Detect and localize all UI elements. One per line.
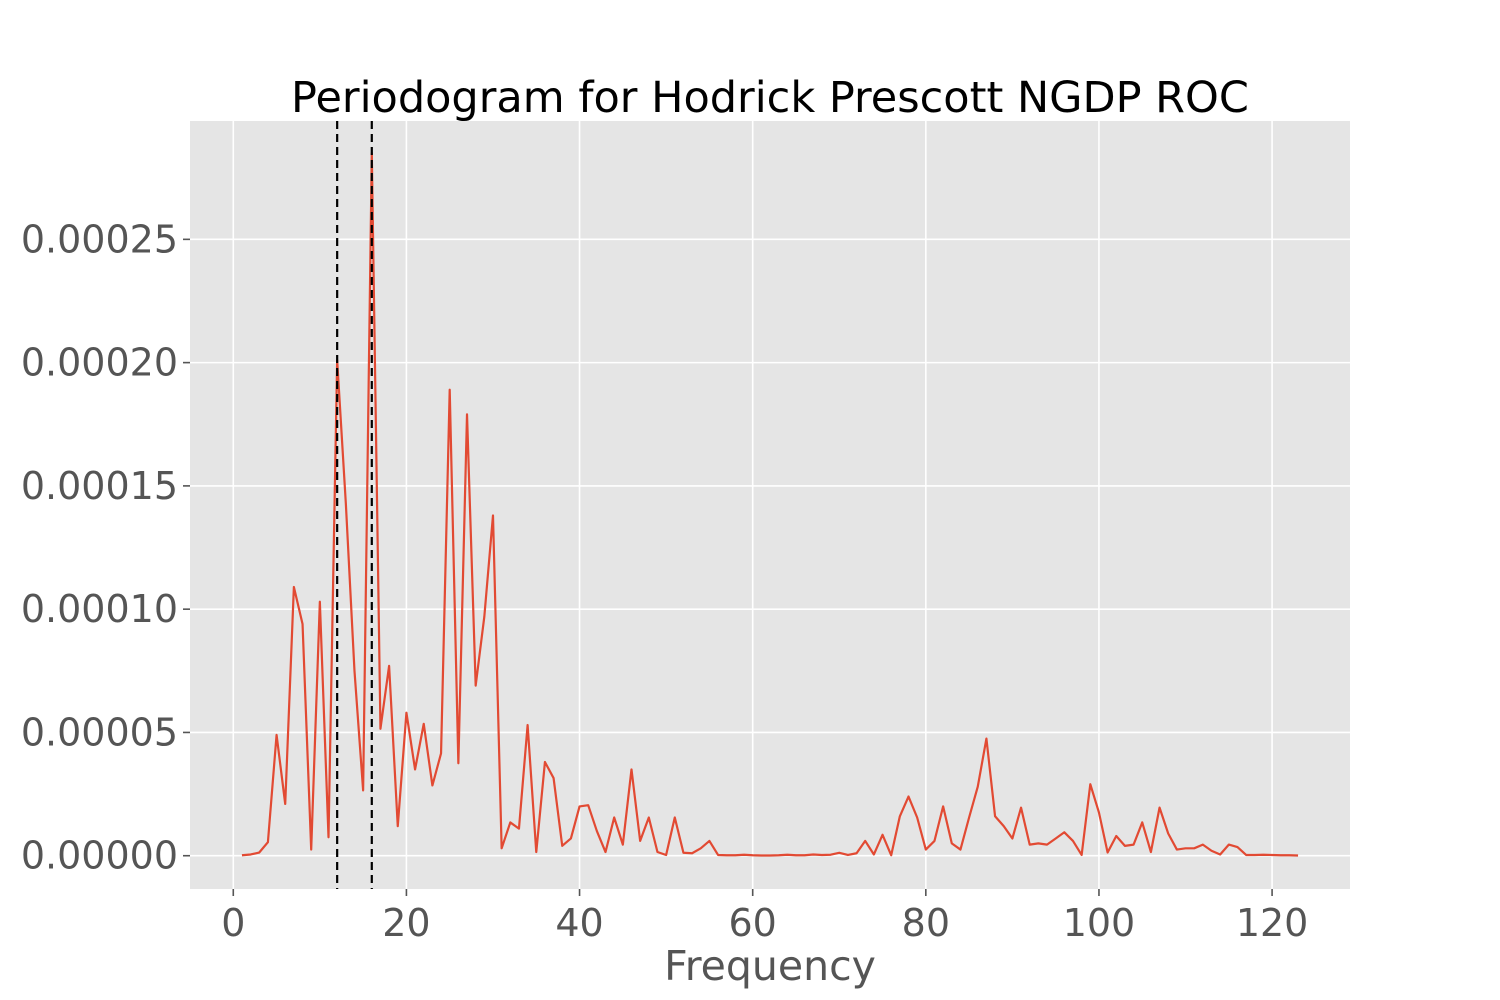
y-tick-label: 0.00025 <box>21 217 178 261</box>
x-tick-label: 20 <box>382 901 430 945</box>
x-tick-label: 40 <box>555 901 603 945</box>
x-tick-label: 80 <box>902 901 950 945</box>
plot-area <box>190 121 1350 889</box>
reference-lines <box>336 121 373 889</box>
series-line-0 <box>241 151 1299 857</box>
y-tick-label: 0.00020 <box>21 341 178 385</box>
chart-title: Periodogram for Hodrick Prescott NGDP RO… <box>291 73 1249 123</box>
y-tick-label: 0.00005 <box>21 710 178 754</box>
y-tick-label: 0.00000 <box>21 834 178 878</box>
grid-lines <box>190 121 1350 889</box>
series-layer <box>241 151 1299 857</box>
x-axis-ticks: 0 20 40 60 80 100 120 <box>221 889 1308 945</box>
x-axis-label: Frequency <box>664 942 876 990</box>
x-tick-label: 100 <box>1063 901 1136 945</box>
y-axis-ticks: 0.00000 0.00005 0.00010 0.00015 0.00020 0.000… <box>21 217 190 878</box>
y-tick-label: 0.00010 <box>21 587 178 631</box>
x-tick-label: 0 <box>221 901 245 945</box>
x-tick-label: 60 <box>729 901 777 945</box>
y-tick-label: 0.00015 <box>21 464 178 508</box>
x-tick-label: 120 <box>1236 901 1309 945</box>
